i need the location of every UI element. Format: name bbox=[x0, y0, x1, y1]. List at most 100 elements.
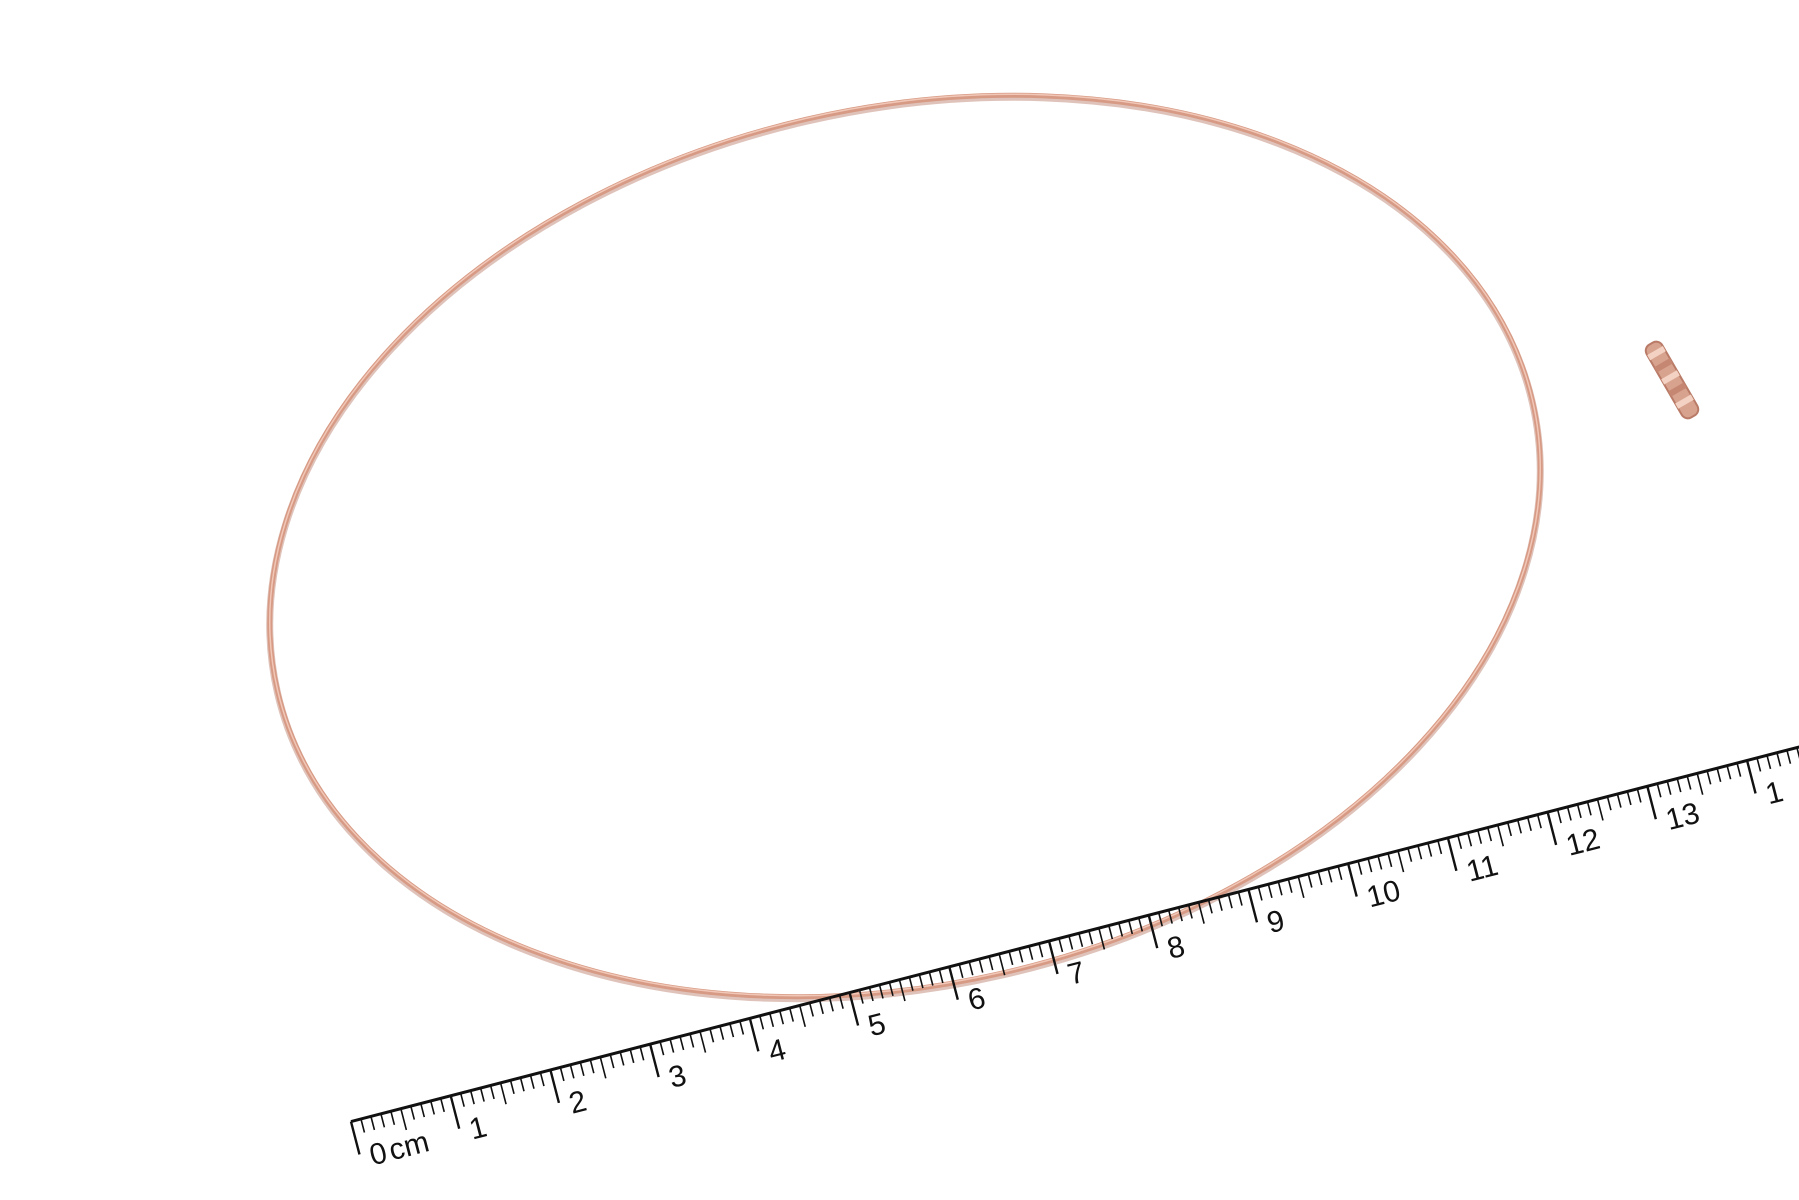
ruler-minor-tick bbox=[619, 1051, 625, 1066]
ruler-minor-tick bbox=[1786, 749, 1792, 764]
ruler-minor-tick bbox=[1058, 938, 1064, 953]
ruler-minor-tick bbox=[459, 1092, 465, 1107]
ruler-minor-tick bbox=[1327, 868, 1333, 883]
ruler-minor-tick bbox=[928, 971, 934, 986]
ruler-minor-tick bbox=[569, 1064, 575, 1079]
ruler-major-tick bbox=[648, 1043, 660, 1078]
ruler-minor-tick bbox=[370, 1116, 376, 1131]
ruler-minor-tick bbox=[1257, 886, 1263, 901]
ruler-minor-tick bbox=[1726, 765, 1732, 780]
ruler-minor-tick bbox=[719, 1025, 725, 1040]
ruler-minor-tick bbox=[1417, 845, 1423, 860]
ruler-major-tick bbox=[1646, 785, 1658, 820]
ruler-major-tick bbox=[349, 1121, 361, 1155]
ruler-minor-tick bbox=[1556, 809, 1562, 824]
ruler-top-edge bbox=[350, 734, 1799, 1123]
ruler-minor-tick bbox=[898, 979, 906, 1002]
ruler-minor-tick bbox=[1177, 907, 1183, 922]
ruler-minor-tick bbox=[1716, 768, 1722, 782]
ruler-minor-tick bbox=[420, 1103, 426, 1118]
ruler-minor-tick bbox=[1606, 796, 1612, 811]
ruler-minor-tick bbox=[679, 1036, 685, 1051]
ruler-minor-tick bbox=[918, 974, 924, 989]
ruler-minor-tick bbox=[1496, 824, 1505, 847]
ruler-minor-tick bbox=[429, 1100, 436, 1115]
ruler-minor-tick bbox=[1337, 866, 1343, 880]
ruler-minor-tick bbox=[1267, 884, 1273, 899]
ruler-minor-tick bbox=[390, 1111, 396, 1125]
ruler-minor-tick bbox=[489, 1085, 495, 1100]
ruler-minor-tick bbox=[878, 984, 884, 999]
ruler-minor-tick bbox=[1397, 850, 1405, 873]
ruler-minor-tick bbox=[380, 1113, 386, 1128]
ruler-major-tick bbox=[1546, 811, 1558, 846]
ruler-minor-tick bbox=[938, 969, 944, 984]
ruler-minor-tick bbox=[1686, 775, 1692, 790]
ruler-number: 13 bbox=[1663, 797, 1704, 837]
ruler-minor-tick bbox=[400, 1108, 408, 1131]
ruler-minor-tick bbox=[1477, 829, 1483, 844]
ruler-minor-tick bbox=[1457, 835, 1463, 850]
ruler-minor-tick bbox=[868, 987, 874, 1002]
ruler-minor-tick bbox=[978, 958, 984, 973]
ruler-minor-tick bbox=[1467, 832, 1473, 847]
ruler-minor-tick bbox=[599, 1056, 607, 1079]
ruler-major-tick bbox=[1247, 889, 1259, 923]
ruler-minor-tick bbox=[1018, 948, 1024, 963]
ruler-major-tick bbox=[549, 1069, 561, 1104]
ruler-minor-tick bbox=[998, 953, 1006, 976]
ruler-minor-tick bbox=[539, 1072, 545, 1087]
ruler-minor-tick bbox=[499, 1082, 507, 1105]
ruler-minor-tick bbox=[1227, 894, 1233, 909]
ruler-number: 10 bbox=[1363, 874, 1404, 914]
ruler-minor-tick bbox=[529, 1074, 535, 1089]
ruler-minor-tick bbox=[1626, 791, 1632, 806]
ruler-minor-tick bbox=[479, 1087, 485, 1102]
ruler-major-tick bbox=[1446, 837, 1458, 872]
ruler-minor-tick bbox=[1506, 822, 1513, 837]
ruler-minor-tick bbox=[808, 1002, 814, 1017]
ruler-minor-tick bbox=[1277, 881, 1283, 896]
ruler-minor-tick bbox=[788, 1007, 795, 1022]
ruler-minor-tick bbox=[689, 1033, 695, 1048]
ruler-minor-tick bbox=[439, 1098, 446, 1113]
ruler-minor-tick bbox=[1028, 945, 1034, 960]
ruler-number: 12 bbox=[1563, 822, 1604, 862]
ruler-minor-tick bbox=[1766, 755, 1772, 770]
ruler-minor-tick bbox=[589, 1059, 595, 1074]
ruler-minor-tick bbox=[1367, 858, 1373, 873]
ruler-minor-tick bbox=[1596, 798, 1604, 821]
ruler-major-tick bbox=[1347, 863, 1358, 897]
ruler-minor-tick bbox=[798, 1005, 807, 1027]
ruler-major-tick bbox=[1147, 914, 1159, 949]
ruler-minor-tick bbox=[1736, 762, 1742, 777]
ruler-minor-tick bbox=[828, 997, 834, 1012]
ruler-minor-tick bbox=[509, 1080, 515, 1095]
ruler-minor-tick bbox=[1407, 847, 1413, 862]
ruler-minor-tick bbox=[1157, 912, 1163, 927]
ruler-minor-tick bbox=[1706, 770, 1712, 785]
ruler-minor-tick bbox=[958, 964, 964, 978]
ruler-major-tick bbox=[748, 1018, 760, 1052]
ruler-minor-tick bbox=[1187, 904, 1193, 919]
ruler-minor-tick bbox=[1167, 909, 1173, 924]
ruler-major-tick bbox=[848, 992, 860, 1026]
ruler-minor-tick bbox=[1217, 896, 1223, 911]
ruler-minor-tick bbox=[629, 1049, 635, 1064]
ruler-minor-tick bbox=[1118, 922, 1124, 937]
ruler-minor-tick bbox=[1516, 819, 1522, 834]
ruler-minor-tick bbox=[1796, 747, 1799, 770]
ruler-minor-tick bbox=[659, 1041, 665, 1056]
ruler-minor-tick bbox=[1377, 855, 1383, 870]
ruler-minor-tick bbox=[1776, 752, 1782, 767]
ruler-minor-tick bbox=[410, 1105, 416, 1120]
ruler-minor-tick bbox=[699, 1031, 707, 1053]
ruler-minor-tick bbox=[1078, 933, 1084, 948]
ruler-minor-tick bbox=[1636, 788, 1642, 803]
ruler-minor-tick bbox=[1536, 814, 1542, 829]
ruler-minor-tick bbox=[1297, 876, 1305, 899]
ruler-minor-tick bbox=[1357, 860, 1363, 875]
ruler-minor-tick bbox=[1586, 801, 1592, 816]
ruler-major-tick bbox=[449, 1095, 461, 1129]
